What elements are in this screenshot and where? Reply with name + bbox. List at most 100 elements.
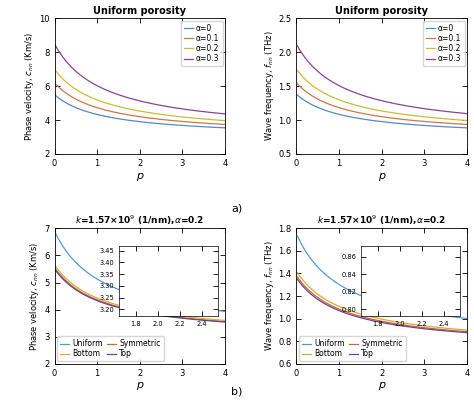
Title: Uniform porosity: Uniform porosity [335, 6, 428, 16]
Symmetric [460, 329, 465, 334]
α=0 [53, 93, 58, 98]
X-axis label: p: p [136, 171, 143, 180]
Uniform [464, 316, 470, 321]
Bottom [134, 307, 140, 312]
Symmetric [53, 266, 58, 271]
α=0.2 [433, 115, 439, 120]
Top [154, 312, 159, 317]
Bottom [191, 315, 197, 320]
Symmetric [294, 275, 300, 279]
α=0 [376, 119, 382, 124]
α=0.3 [154, 102, 159, 107]
Top [395, 323, 401, 328]
α=0.3 [395, 102, 401, 107]
Uniform [375, 299, 381, 304]
α=0.2 [460, 118, 465, 122]
Uniform [222, 309, 228, 314]
Uniform [191, 305, 197, 310]
α=0.3 [460, 111, 465, 115]
Bottom [133, 307, 139, 312]
α=0 [395, 121, 401, 126]
α=0.3 [375, 97, 381, 102]
α=0.2 [386, 110, 392, 115]
α=0.3 [53, 43, 58, 48]
α=0 [464, 125, 470, 130]
α=0.1 [375, 114, 381, 119]
α=0.1 [222, 122, 228, 127]
Title: $\mathit{k}$=1.57×10$^{9}$ (1/nm),$\alpha$=0.2: $\mathit{k}$=1.57×10$^{9}$ (1/nm),$\alph… [75, 214, 204, 227]
Line: α=0.1: α=0.1 [297, 84, 467, 125]
Uniform [460, 316, 465, 321]
Uniform [395, 305, 401, 309]
α=0.3 [222, 111, 228, 116]
Bottom [375, 316, 381, 321]
α=0 [294, 92, 300, 97]
Uniform [53, 231, 58, 236]
Line: Bottom: Bottom [55, 266, 225, 321]
α=0.1 [144, 115, 150, 120]
Uniform [154, 298, 159, 303]
Line: α=0: α=0 [297, 95, 467, 128]
α=0 [460, 125, 465, 130]
Y-axis label: Wave frequency, $f_{nn}$ (THz): Wave frequency, $f_{nn}$ (THz) [263, 241, 275, 351]
Line: α=0: α=0 [55, 95, 225, 128]
Bottom [222, 318, 228, 323]
Line: α=0.1: α=0.1 [55, 84, 225, 125]
Legend: α=0, α=0.1, α=0.2, α=0.3: α=0, α=0.1, α=0.2, α=0.3 [423, 21, 465, 66]
α=0.1 [395, 116, 401, 121]
α=0.2 [134, 108, 140, 113]
Uniform [133, 293, 139, 298]
α=0.1 [376, 114, 382, 119]
Top [375, 319, 381, 324]
Line: Uniform: Uniform [55, 233, 225, 312]
Top [191, 317, 197, 322]
Line: α=0.3: α=0.3 [55, 46, 225, 114]
Top [53, 268, 58, 272]
Symmetric [222, 319, 228, 324]
α=0.2 [133, 108, 139, 113]
α=0.1 [433, 120, 439, 125]
α=0 [375, 119, 381, 124]
α=0.1 [218, 122, 224, 127]
Text: a): a) [231, 203, 243, 213]
Top [144, 311, 150, 316]
α=0.2 [53, 68, 58, 73]
Bottom [144, 309, 150, 314]
Top [218, 319, 224, 324]
Bottom [460, 327, 465, 332]
Uniform [294, 233, 300, 238]
Top [386, 321, 392, 326]
Title: $\mathit{k}$=1.57×10$^{9}$ (1/nm),$\alpha$=0.2: $\mathit{k}$=1.57×10$^{9}$ (1/nm),$\alph… [317, 214, 447, 227]
Top [433, 328, 439, 332]
Y-axis label: Wave frequency, $f_{nn}$ (THz): Wave frequency, $f_{nn}$ (THz) [263, 31, 276, 141]
Bottom [218, 318, 224, 323]
Symmetric [144, 310, 150, 315]
Symmetric [191, 316, 197, 321]
Symmetric [375, 318, 381, 323]
Uniform [376, 300, 382, 305]
Bottom [433, 325, 439, 330]
Line: α=0.3: α=0.3 [297, 46, 467, 113]
Title: Uniform porosity: Uniform porosity [93, 6, 186, 16]
Top [294, 277, 300, 282]
α=0.1 [460, 122, 465, 127]
α=0.3 [191, 108, 197, 113]
α=0.3 [134, 98, 140, 103]
Uniform [433, 312, 439, 317]
Symmetric [134, 309, 140, 314]
Legend: Uniform, Bottom, Symmetric, Top: Uniform, Bottom, Symmetric, Top [57, 336, 164, 361]
Top [464, 330, 470, 335]
Symmetric [386, 320, 392, 325]
Symmetric [376, 318, 382, 323]
α=0.1 [53, 81, 58, 86]
Bottom [376, 316, 382, 321]
Line: Symmetric: Symmetric [297, 277, 467, 332]
α=0.2 [294, 68, 300, 73]
X-axis label: p: p [378, 171, 385, 180]
Line: Top: Top [297, 279, 467, 332]
Line: Bottom: Bottom [297, 272, 467, 330]
α=0.1 [464, 122, 470, 127]
α=0.3 [218, 111, 224, 116]
Bottom [53, 264, 58, 269]
Uniform [144, 296, 150, 301]
